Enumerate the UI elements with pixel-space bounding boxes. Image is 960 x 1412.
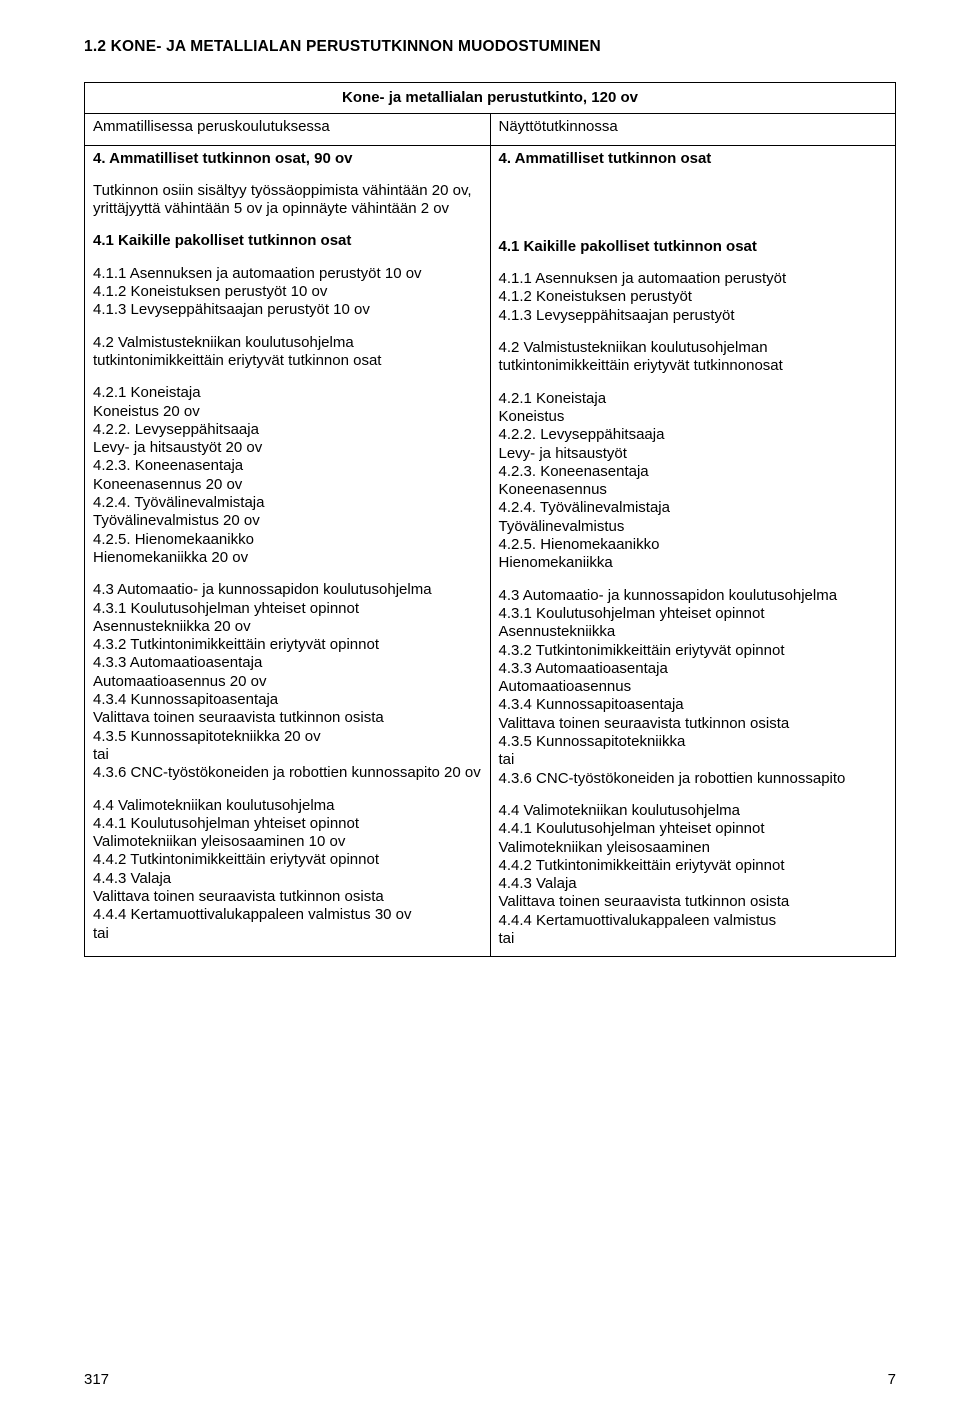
right-43-item: 4.3.3 Automaatioasentaja bbox=[499, 660, 888, 678]
left-43-item: 4.3.6 CNC-työstökoneiden ja robottien ku… bbox=[93, 764, 482, 782]
right-42-item: 4.2.1 Koneistaja bbox=[499, 390, 888, 408]
left-44-item: Valimotekniikan yleisosaaminen 10 ov bbox=[93, 833, 482, 851]
left-header-cell: Ammatillisessa peruskoulutuksessa bbox=[85, 114, 491, 145]
left-42-item: Levy- ja hitsaustyöt 20 ov bbox=[93, 439, 482, 457]
right-43-item: 4.3.4 Kunnossapitoasentaja bbox=[499, 696, 888, 714]
right-43-item: 4.3 Automaatio- ja kunnossapidon koulutu… bbox=[499, 587, 888, 605]
left-43-item: 4.3.1 Koulutusohjelman yhteiset opinnot bbox=[93, 600, 482, 618]
right-43-item: Valittava toinen seuraavista tutkinnon o… bbox=[499, 715, 888, 733]
right-section4-title: 4. Ammatilliset tutkinnon osat bbox=[499, 150, 888, 168]
left-body-cell: 4. Ammatilliset tutkinnon osat, 90 ov Tu… bbox=[85, 145, 491, 957]
left-41-item: 4.1.3 Levyseppähitsaajan perustyöt 10 ov bbox=[93, 301, 482, 319]
right-41-title: 4.1 Kaikille pakolliset tutkinnon osat bbox=[499, 238, 888, 256]
right-body-cell: 4. Ammatilliset tutkinnon osat 4.1 Kaiki… bbox=[490, 145, 896, 957]
left-42-item: 4.2.5. Hienomekaanikko bbox=[93, 531, 482, 549]
left-41-title: 4.1 Kaikille pakolliset tutkinnon osat bbox=[93, 232, 482, 250]
right-44-item: 4.4.3 Valaja bbox=[499, 875, 888, 893]
right-43-item: 4.3.2 Tutkintonimikkeittäin eriytyvät op… bbox=[499, 642, 888, 660]
left-42-title: 4.2 Valmistustekniikan koulutusohjelma t… bbox=[93, 334, 482, 371]
left-42-item: 4.2.4. Työvälinevalmistaja bbox=[93, 494, 482, 512]
right-43-item: 4.3.5 Kunnossapitotekniikka bbox=[499, 733, 888, 751]
left-section4-title: 4. Ammatilliset tutkinnon osat, 90 ov bbox=[93, 150, 482, 168]
right-42-item: Levy- ja hitsaustyöt bbox=[499, 445, 888, 463]
right-43-item: Asennustekniikka bbox=[499, 623, 888, 641]
right-44-item: 4.4 Valimotekniikan koulutusohjelma bbox=[499, 802, 888, 820]
right-42-item: Työvälinevalmistus bbox=[499, 518, 888, 536]
right-43-item: tai bbox=[499, 751, 888, 769]
left-42-item: Hienomekaniikka 20 ov bbox=[93, 549, 482, 567]
left-43-item: 4.3 Automaatio- ja kunnossapidon koulutu… bbox=[93, 581, 482, 599]
left-section4-body: Tutkinnon osiin sisältyy työssäoppimista… bbox=[93, 182, 482, 219]
left-44-item: 4.4.2 Tutkintonimikkeittäin eriytyvät op… bbox=[93, 851, 482, 869]
left-42-item: 4.2.3. Koneenasentaja bbox=[93, 457, 482, 475]
footer-left-number: 317 bbox=[84, 1371, 109, 1388]
right-43-item: 4.3.1 Koulutusohjelman yhteiset opinnot bbox=[499, 605, 888, 623]
right-41-item: 4.1.3 Levyseppähitsaajan perustyöt bbox=[499, 307, 888, 325]
left-44-item: 4.4.4 Kertamuottivalukappaleen valmistus… bbox=[93, 906, 482, 924]
left-44-item: 4.4.1 Koulutusohjelman yhteiset opinnot bbox=[93, 815, 482, 833]
left-42-item: 4.2.1 Koneistaja bbox=[93, 384, 482, 402]
left-43-item: 4.3.2 Tutkintonimikkeittäin eriytyvät op… bbox=[93, 636, 482, 654]
right-header-cell: Näyttötutkinnossa bbox=[490, 114, 896, 145]
right-42-item: Hienomekaniikka bbox=[499, 554, 888, 572]
right-44-item: 4.4.1 Koulutusohjelman yhteiset opinnot bbox=[499, 820, 888, 838]
left-44-item: 4.4.3 Valaja bbox=[93, 870, 482, 888]
page-footer: 317 7 bbox=[84, 1371, 896, 1388]
left-43-item: Valittava toinen seuraavista tutkinnon o… bbox=[93, 709, 482, 727]
right-43-item: Automaatioasennus bbox=[499, 678, 888, 696]
right-44-item: tai bbox=[499, 930, 888, 948]
right-42-title: 4.2 Valmistustekniikan koulutusohjelman … bbox=[499, 339, 888, 376]
right-42-item: 4.2.4. Työvälinevalmistaja bbox=[499, 499, 888, 517]
right-42-item: Koneistus bbox=[499, 408, 888, 426]
structure-table: Kone- ja metallialan perustutkinto, 120 … bbox=[84, 82, 896, 957]
left-43-item: 4.3.4 Kunnossapitoasentaja bbox=[93, 691, 482, 709]
right-44-item: 4.4.4 Kertamuottivalukappaleen valmistus bbox=[499, 912, 888, 930]
table-title-cell: Kone- ja metallialan perustutkinto, 120 … bbox=[85, 83, 896, 114]
left-42-item: 4.2.2. Levyseppähitsaaja bbox=[93, 421, 482, 439]
right-44-item: Valimotekniikan yleisosaaminen bbox=[499, 839, 888, 857]
right-42-item: Koneenasennus bbox=[499, 481, 888, 499]
left-42-item: Työvälinevalmistus 20 ov bbox=[93, 512, 482, 530]
right-44-item: 4.4.2 Tutkintonimikkeittäin eriytyvät op… bbox=[499, 857, 888, 875]
right-43-item: 4.3.6 CNC-työstökoneiden ja robottien ku… bbox=[499, 770, 888, 788]
section-heading: 1.2 KONE- JA METALLIALAN PERUSTUTKINNON … bbox=[84, 38, 896, 56]
left-43-item: 4.3.5 Kunnossapitotekniikka 20 ov bbox=[93, 728, 482, 746]
left-42-item: Koneenasennus 20 ov bbox=[93, 476, 482, 494]
right-42-item: 4.2.5. Hienomekaanikko bbox=[499, 536, 888, 554]
left-43-item: tai bbox=[93, 746, 482, 764]
left-41-item: 4.1.2 Koneistuksen perustyöt 10 ov bbox=[93, 283, 482, 301]
left-43-item: Automaatioasennus 20 ov bbox=[93, 673, 482, 691]
left-43-item: Asennustekniikka 20 ov bbox=[93, 618, 482, 636]
left-44-item: Valittava toinen seuraavista tutkinnon o… bbox=[93, 888, 482, 906]
left-41-item: 4.1.1 Asennuksen ja automaation perustyö… bbox=[93, 265, 482, 283]
right-41-item: 4.1.2 Koneistuksen perustyöt bbox=[499, 288, 888, 306]
right-41-item: 4.1.1 Asennuksen ja automaation perustyö… bbox=[499, 270, 888, 288]
left-42-item: Koneistus 20 ov bbox=[93, 403, 482, 421]
left-44-item: 4.4 Valimotekniikan koulutusohjelma bbox=[93, 797, 482, 815]
right-42-item: 4.2.3. Koneenasentaja bbox=[499, 463, 888, 481]
left-43-item: 4.3.3 Automaatioasentaja bbox=[93, 654, 482, 672]
left-44-item: tai bbox=[93, 925, 482, 943]
footer-right-number: 7 bbox=[888, 1371, 896, 1388]
right-44-item: Valittava toinen seuraavista tutkinnon o… bbox=[499, 893, 888, 911]
right-42-item: 4.2.2. Levyseppähitsaaja bbox=[499, 426, 888, 444]
